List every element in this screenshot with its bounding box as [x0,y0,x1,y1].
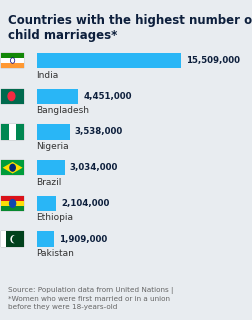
Text: 4,451,000: 4,451,000 [83,92,132,101]
Circle shape [8,92,15,100]
Bar [1,201,24,206]
Circle shape [10,200,16,207]
FancyBboxPatch shape [1,124,24,140]
FancyBboxPatch shape [1,160,24,175]
Bar [1,63,24,68]
Text: Pakistan: Pakistan [37,249,74,258]
Text: Nigeria: Nigeria [37,142,69,151]
Bar [1,89,24,104]
Bar [37,89,78,104]
Text: India: India [37,70,59,79]
Bar [37,160,65,175]
Bar [9,124,16,140]
FancyBboxPatch shape [1,196,24,211]
Bar [1,58,24,63]
FancyBboxPatch shape [1,89,24,104]
Bar [1,53,24,58]
Bar [6,231,24,247]
Text: 1,909,000: 1,909,000 [59,235,108,244]
Text: Brazil: Brazil [37,178,62,187]
Text: Ethiopia: Ethiopia [37,213,74,222]
Bar [37,124,70,140]
Bar [1,196,24,201]
Bar [1,160,24,175]
Bar [37,196,56,211]
Text: Countries with the highest number of: Countries with the highest number of [8,14,252,28]
Text: 3,538,000: 3,538,000 [75,127,123,136]
Text: Bangladesh: Bangladesh [37,106,89,115]
Text: 2,104,000: 2,104,000 [61,199,110,208]
Text: Source: Population data from United Nations |
*Women who were first married or i: Source: Population data from United Nati… [8,287,173,310]
Bar [1,124,9,140]
Polygon shape [3,162,23,173]
Bar [16,124,24,140]
Bar [37,231,54,247]
Circle shape [13,236,18,243]
Text: child marriages*: child marriages* [8,29,117,42]
Bar [1,231,6,247]
FancyBboxPatch shape [1,53,24,68]
Circle shape [11,236,16,243]
Text: 15,509,000: 15,509,000 [186,56,240,65]
Text: 3,034,000: 3,034,000 [70,163,118,172]
Bar [37,53,181,68]
Circle shape [10,164,15,171]
Bar [1,206,24,211]
FancyBboxPatch shape [1,231,24,247]
